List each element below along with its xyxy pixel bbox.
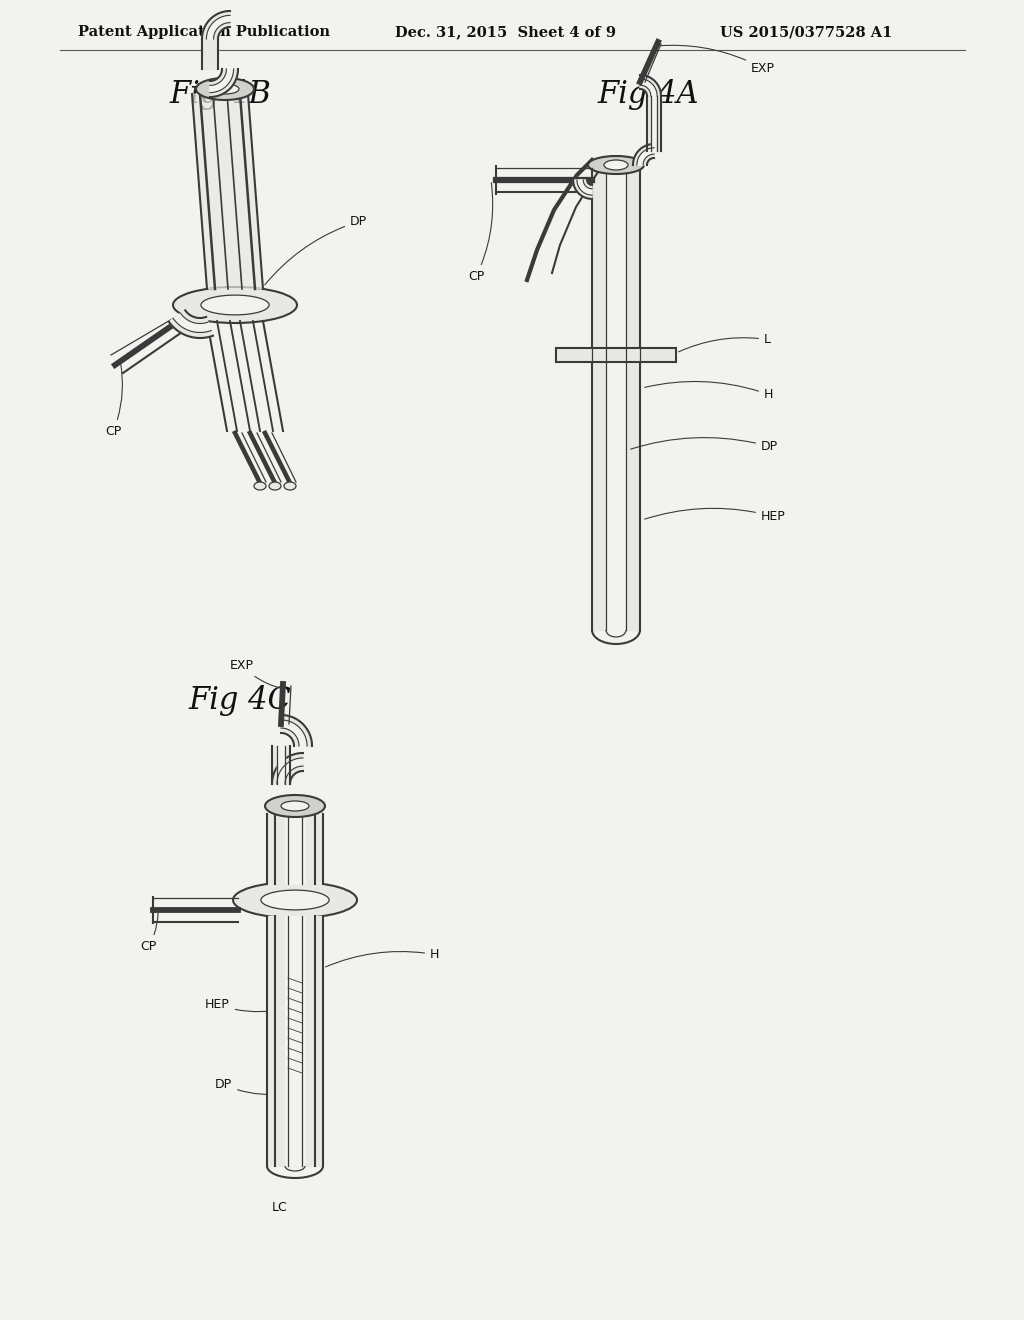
Polygon shape	[281, 719, 307, 746]
Polygon shape	[281, 715, 312, 746]
Polygon shape	[637, 148, 654, 165]
Text: DP: DP	[631, 437, 778, 453]
Polygon shape	[577, 180, 592, 195]
Polygon shape	[210, 69, 233, 92]
Polygon shape	[640, 75, 662, 96]
Text: HEP: HEP	[645, 508, 785, 523]
Ellipse shape	[269, 482, 281, 490]
Ellipse shape	[173, 286, 297, 323]
Ellipse shape	[265, 795, 325, 817]
Ellipse shape	[201, 296, 269, 315]
Text: Fig 4A: Fig 4A	[597, 79, 698, 111]
Ellipse shape	[261, 890, 329, 909]
Text: DP: DP	[215, 1078, 286, 1094]
Text: US 2015/0377528 A1: US 2015/0377528 A1	[720, 25, 892, 40]
Polygon shape	[210, 69, 238, 96]
Text: EXP: EXP	[230, 659, 282, 688]
Ellipse shape	[254, 482, 266, 490]
Ellipse shape	[281, 801, 309, 810]
Text: CP: CP	[105, 363, 123, 438]
Text: LC: LC	[272, 1201, 288, 1214]
Polygon shape	[633, 144, 654, 165]
Ellipse shape	[284, 482, 296, 490]
Text: Fig 4C: Fig 4C	[188, 685, 292, 715]
Polygon shape	[173, 313, 211, 333]
Text: Fig 4B: Fig 4B	[169, 79, 271, 111]
Polygon shape	[573, 180, 592, 199]
Polygon shape	[276, 758, 303, 784]
Ellipse shape	[604, 160, 628, 170]
Polygon shape	[207, 16, 230, 40]
Polygon shape	[169, 310, 213, 338]
Text: Dec. 31, 2015  Sheet 4 of 9: Dec. 31, 2015 Sheet 4 of 9	[395, 25, 616, 40]
Text: Patent Application Publication: Patent Application Publication	[78, 25, 330, 40]
Ellipse shape	[588, 156, 644, 174]
Ellipse shape	[196, 78, 254, 100]
Polygon shape	[193, 94, 263, 289]
Text: CP: CP	[468, 182, 493, 282]
Polygon shape	[272, 752, 303, 784]
Polygon shape	[202, 11, 230, 40]
Text: L: L	[679, 333, 771, 352]
Text: HEP: HEP	[205, 998, 286, 1011]
Ellipse shape	[211, 84, 239, 94]
Text: H: H	[645, 381, 773, 401]
Polygon shape	[640, 79, 657, 96]
Bar	[556, 348, 676, 362]
Ellipse shape	[233, 882, 357, 917]
Text: DP: DP	[265, 215, 368, 285]
Text: H: H	[326, 948, 439, 968]
Text: EXP: EXP	[658, 45, 775, 75]
Text: CP: CP	[140, 912, 158, 953]
